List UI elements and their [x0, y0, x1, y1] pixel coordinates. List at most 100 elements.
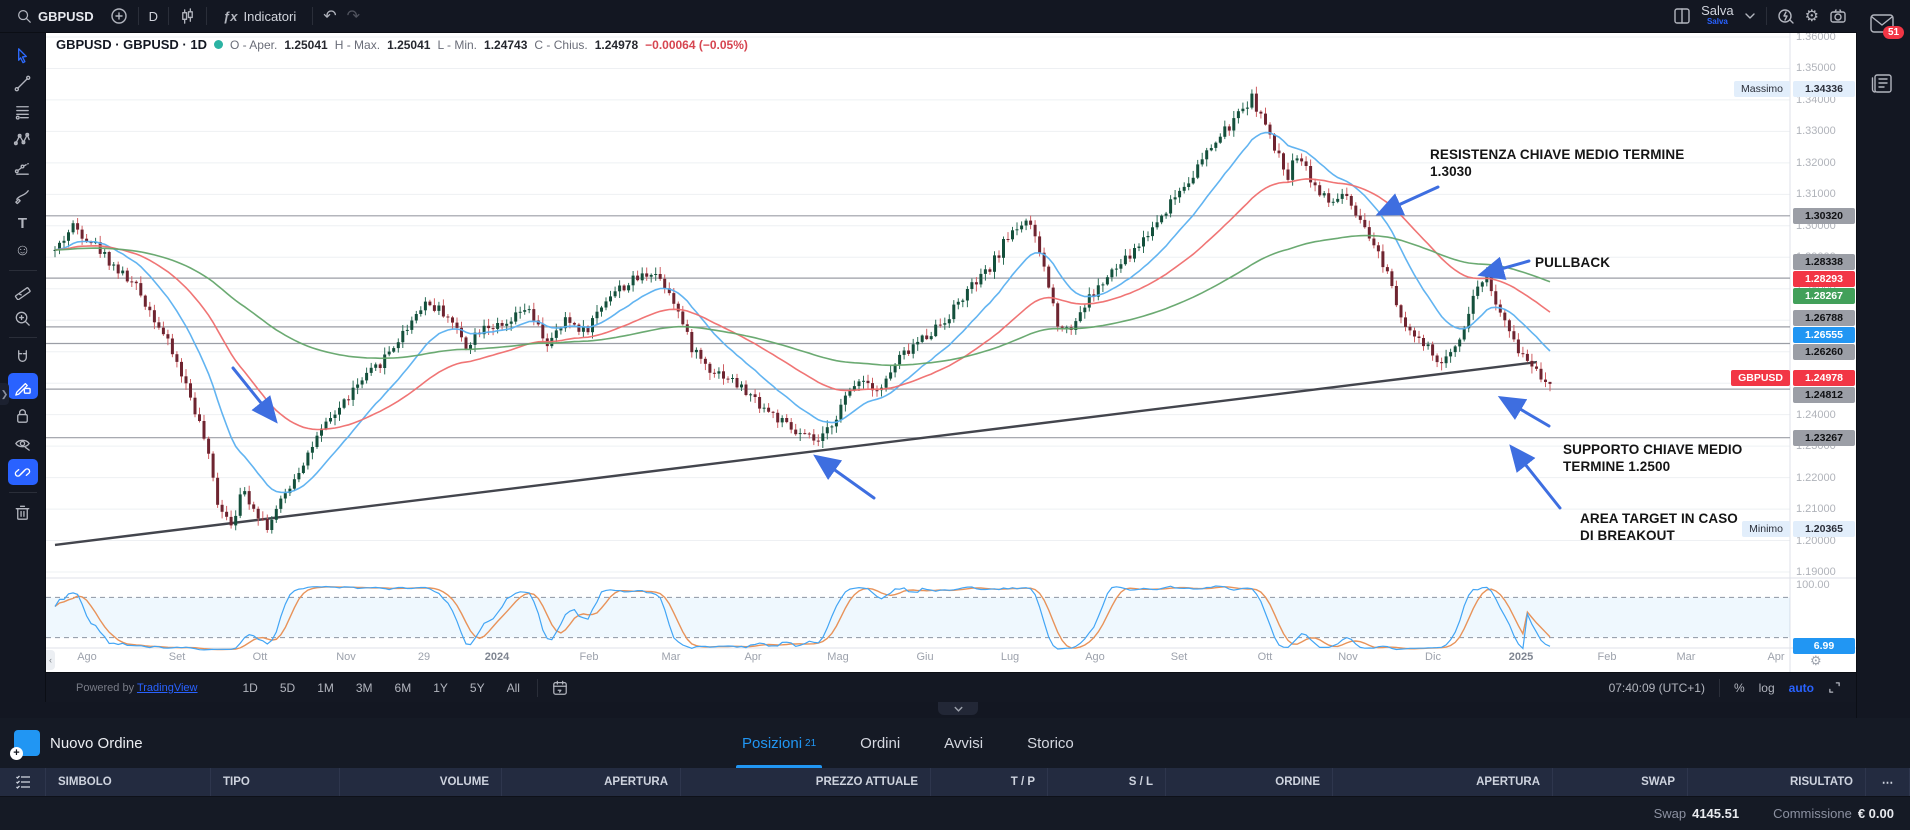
chart-annotation-1[interactable]: RESISTENZA CHIAVE MEDIO TERMINE 1.3030: [1430, 147, 1685, 179]
time-axis-label[interactable]: Apr: [744, 651, 762, 663]
time-axis-label[interactable]: Giu: [916, 651, 934, 663]
column-header-[interactable]: ⋯: [1866, 768, 1910, 796]
trash-icon[interactable]: [7, 498, 39, 526]
time-axis-label[interactable]: Mar: [1676, 651, 1696, 663]
hide-drawings-icon[interactable]: [7, 429, 39, 457]
drawing-mode-icon[interactable]: [7, 373, 38, 399]
auto-scale-button[interactable]: auto: [1788, 680, 1814, 695]
forecast-icon[interactable]: [7, 153, 39, 181]
axis-settings-gear-icon[interactable]: ⚙: [1810, 653, 1822, 668]
layout-icon[interactable]: [1673, 7, 1691, 25]
column-header-apertura[interactable]: APERTURA: [1333, 768, 1553, 796]
price-axis-label: 1.32000: [1796, 157, 1836, 169]
trendline-icon[interactable]: [7, 69, 39, 97]
column-header-sl[interactable]: S / L: [1048, 768, 1166, 796]
time-axis-label[interactable]: 29: [417, 651, 431, 663]
fib-lines-icon[interactable]: [7, 97, 39, 125]
time-axis-label[interactable]: Lug: [1000, 651, 1020, 663]
messages-icon[interactable]: [1869, 12, 1895, 36]
time-axis-label[interactable]: Apr: [1767, 651, 1785, 663]
time-axis-label[interactable]: Ott: [1257, 651, 1273, 663]
legend-change: −0.00064 (−0.05%): [645, 37, 748, 52]
interval-button[interactable]: D: [148, 8, 159, 24]
magnet-icon[interactable]: [7, 343, 39, 371]
brush-icon[interactable]: [7, 181, 39, 209]
chart-annotation-2[interactable]: PULLBACK: [1535, 255, 1611, 270]
time-axis-label[interactable]: Mag: [827, 651, 849, 663]
axis-badge-1.28267: 1.28267: [1793, 288, 1855, 304]
add-symbol-icon[interactable]: [110, 7, 128, 25]
range-5d[interactable]: 5D: [279, 680, 296, 695]
tab-avvisi[interactable]: Avvisi: [944, 734, 984, 752]
range-5y[interactable]: 5Y: [469, 680, 485, 695]
emoji-icon[interactable]: ☺: [14, 242, 31, 259]
cursor-icon[interactable]: [7, 41, 39, 69]
range-1d[interactable]: 1D: [242, 680, 258, 695]
camera-icon[interactable]: [1829, 7, 1847, 25]
news-icon[interactable]: [1870, 72, 1894, 96]
range-1y[interactable]: 1Y: [433, 680, 448, 695]
chart-style-icon[interactable]: [179, 7, 196, 25]
legend-symbol[interactable]: GBPUSD · GBPUSD · 1D: [56, 37, 207, 52]
chart-annotation-3[interactable]: SUPPORTO CHIAVE MEDIO TERMINE 1.2500: [1563, 442, 1743, 474]
time-axis-label[interactable]: Set: [168, 651, 186, 663]
maximize-icon[interactable]: [1828, 681, 1841, 694]
percent-scale-button[interactable]: %: [1733, 680, 1745, 695]
tradingview-link[interactable]: TradingView: [136, 681, 198, 694]
new-order-button[interactable]: Nuovo Ordine: [10, 730, 143, 760]
alert-icon[interactable]: [1777, 7, 1795, 25]
time-axis-label[interactable]: Nov: [336, 651, 356, 663]
column-header-prezzoattuale[interactable]: PREZZO ATTUALE: [681, 768, 931, 796]
zoom-in-icon[interactable]: [7, 304, 39, 332]
column-header-ordine[interactable]: ORDINE: [1166, 768, 1333, 796]
indicators-button[interactable]: ƒx Indicatori: [223, 8, 297, 24]
time-axis-label[interactable]: Ago: [1085, 651, 1105, 663]
time-axis-label[interactable]: Ago: [77, 651, 97, 663]
sync-drawings-icon[interactable]: [7, 459, 38, 485]
text-icon[interactable]: T: [17, 214, 28, 232]
collapse-panel-tab[interactable]: [938, 702, 978, 715]
column-settings-icon[interactable]: [0, 768, 46, 796]
range-all[interactable]: All: [506, 680, 520, 695]
price-plot[interactable]: [46, 33, 1857, 672]
column-header-swap[interactable]: SWAP: [1553, 768, 1688, 796]
expand-toolbar-handle[interactable]: ❯: [0, 383, 9, 405]
time-axis-label[interactable]: Feb: [579, 651, 599, 663]
chevron-down-icon[interactable]: [1744, 10, 1756, 22]
tab-posizioni[interactable]: Posizioni 21: [736, 718, 823, 768]
column-header-tp[interactable]: T / P: [931, 768, 1048, 796]
column-header-risultato[interactable]: RISULTATO: [1688, 768, 1866, 796]
xabcd-pattern-icon[interactable]: [7, 125, 39, 153]
time-axis-label[interactable]: Set: [1170, 651, 1188, 663]
undo-icon[interactable]: ↶: [323, 8, 337, 25]
ruler-icon[interactable]: [7, 276, 39, 304]
go-to-date-icon[interactable]: [552, 680, 568, 696]
time-axis-label[interactable]: Feb: [1597, 651, 1617, 663]
column-header-apertura[interactable]: APERTURA: [502, 768, 681, 796]
redo-icon[interactable]: ↷: [346, 8, 361, 25]
collapse-pane-handle[interactable]: ‹: [46, 650, 55, 670]
time-axis-label[interactable]: 2024: [484, 651, 510, 663]
time-axis-label[interactable]: Ott: [252, 651, 268, 663]
tab-ordini[interactable]: Ordini: [860, 734, 901, 752]
range-1m[interactable]: 1M: [317, 680, 334, 695]
range-3m[interactable]: 3M: [355, 680, 373, 695]
range-6m[interactable]: 6M: [394, 680, 412, 695]
symbol-search-button[interactable]: GBPUSD: [10, 5, 100, 27]
lock-icon[interactable]: [7, 401, 39, 429]
column-header-tipo[interactable]: TIPO: [211, 768, 340, 796]
time-axis-label[interactable]: Mar: [661, 651, 681, 663]
chart-area[interactable]: GBPUSD · GBPUSD · 1D O - Aper. 1.25041 H …: [46, 31, 1857, 672]
time-axis-label[interactable]: Nov: [1338, 651, 1358, 663]
time-axis-label[interactable]: 2025: [1508, 651, 1534, 663]
tab-storico[interactable]: Storico: [1027, 734, 1074, 752]
column-header-simbolo[interactable]: SIMBOLO: [46, 768, 211, 796]
settings-gear-icon[interactable]: ⚙: [1804, 8, 1819, 25]
log-scale-button[interactable]: log: [1758, 680, 1775, 695]
price-axis-label: 1.36000: [1796, 31, 1836, 43]
time-axis-label[interactable]: Dic: [1425, 651, 1441, 663]
save-button[interactable]: Salva Salva: [1701, 3, 1734, 26]
column-header-volume[interactable]: VOLUME: [340, 768, 502, 796]
chart-annotation-4[interactable]: AREA TARGET IN CASO DI BREAKOUT: [1580, 511, 1738, 543]
clock[interactable]: 07:40:09 (UTC+1): [1608, 680, 1705, 695]
